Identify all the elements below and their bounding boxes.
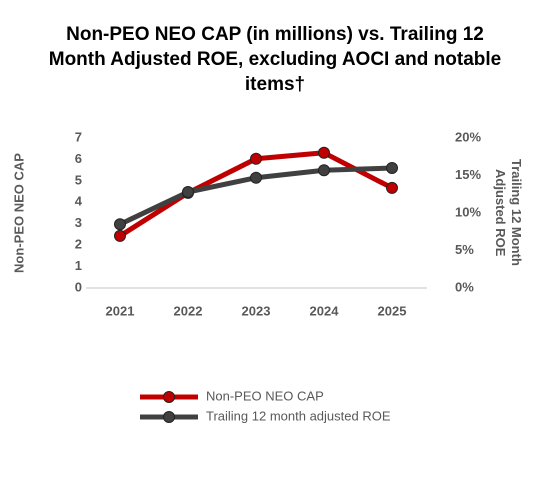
- point: [318, 164, 330, 177]
- y2-tick-label: 20%: [455, 129, 481, 144]
- point: [114, 218, 126, 231]
- x-tick-label: 2025: [378, 303, 407, 318]
- point: [318, 146, 330, 159]
- point: [386, 181, 398, 194]
- chart-title: Non-PEO NEO CAP (in millions) vs. Traili…: [48, 24, 502, 95]
- point: [386, 162, 398, 174]
- x-tick-label: 2022: [174, 303, 203, 318]
- y-tick-label: 7: [75, 129, 82, 144]
- y-tick-label: 6: [75, 151, 82, 166]
- point: [182, 186, 194, 198]
- point: [114, 229, 126, 242]
- y2-tick-label: 15%: [455, 167, 481, 182]
- y2-tick-label: 0%: [455, 279, 474, 294]
- y-tick-label: 2: [75, 237, 82, 252]
- y2-tick-label: 5%: [455, 242, 474, 257]
- y-tick-label: 1: [75, 258, 82, 273]
- x-tick-label: 2024: [310, 303, 340, 318]
- y-tick-label: 0: [75, 279, 82, 294]
- legend-label: Trailing 12 month adjusted ROE: [206, 408, 391, 423]
- y2-tick-label: 10%: [455, 204, 481, 219]
- point: [250, 152, 262, 165]
- y2-axis-label: Trailing 12 Month Adjusted ROE: [493, 159, 524, 266]
- legend-marker: [163, 411, 175, 423]
- x-tick-label: 2023: [242, 303, 271, 318]
- y-axis-label: Non-PEO NEO CAP: [11, 153, 26, 273]
- legend-marker: [163, 391, 175, 403]
- y-tick-label: 3: [75, 215, 82, 230]
- y-tick-label: 4: [75, 194, 83, 209]
- y-tick-label: 5: [75, 172, 82, 187]
- x-tick-label: 2021: [106, 303, 135, 318]
- series-line: [118, 150, 394, 239]
- point: [250, 171, 262, 184]
- legend-label: Non-PEO NEO CAP: [206, 388, 324, 403]
